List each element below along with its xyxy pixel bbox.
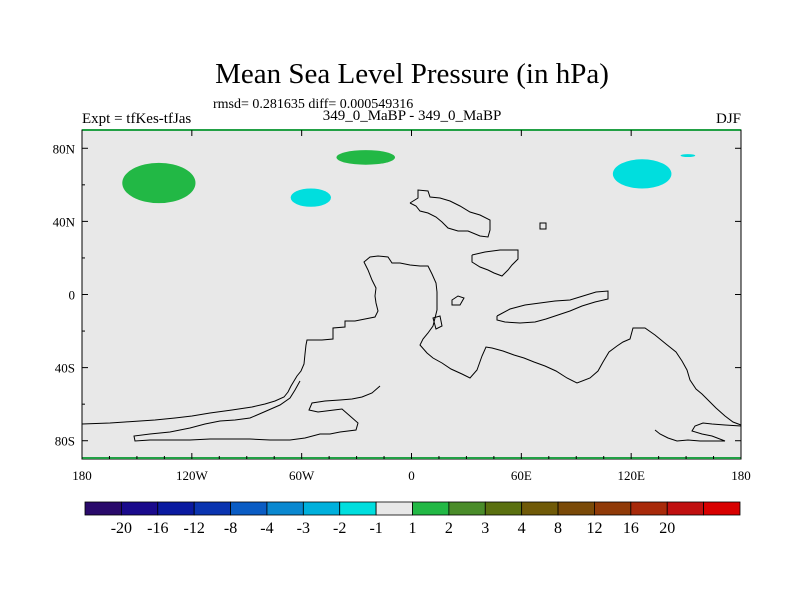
coastline-mid-island [432,295,465,330]
figure-title: Mean Sea Level Pressure (in hPa) [215,58,609,90]
y-tick-label: 80N [53,141,76,156]
colorbar-swatch [266,501,304,516]
coastline-south-america [81,255,742,426]
colorbar-label: -4 [260,520,273,537]
colorbar-swatch [84,501,122,516]
x-tick-label: 120W [176,468,209,483]
colorbar-swatch [157,501,195,516]
coastline-north-america [409,189,491,238]
colorbar-label: -16 [147,520,168,537]
colorbar-swatch [703,501,741,516]
x-tick-label: 120E [617,468,645,483]
colorbar-swatch [339,501,377,516]
colorbar-label: 12 [586,520,602,537]
coastline-africa-east [496,290,609,324]
colorbar-label: -8 [224,520,237,537]
colorbar-swatch [594,501,632,516]
colorbar-label: -2 [333,520,346,537]
coastline-small-island [539,222,547,230]
colorbar-label: 2 [445,520,453,537]
colorbar-label: -1 [369,520,382,537]
colorbar-swatch [375,501,413,516]
colorbar-label: 1 [409,520,417,537]
x-axis-ticks: 180 120W 60W 0 60E 120E 180 [72,130,751,483]
colorbar-swatch [448,501,486,516]
y-axis-ticks: 80N 40N 0 40S 80S [53,141,741,449]
coastline-southern-loop [133,380,742,442]
coastline-layer [81,189,742,442]
colorbar-swatch [302,501,341,516]
y-tick-label: 80S [55,434,75,449]
y-tick-label: 0 [69,288,76,303]
colorbar-label: -12 [184,520,205,537]
x-tick-label: 180 [72,468,92,483]
coastline-asia [471,249,519,277]
colorbar-swatch [557,501,595,516]
colorbar-label: -20 [111,520,132,537]
colorbar-swatch [230,501,268,516]
colorbar-swatch [484,501,523,516]
colorbar: -20 -16 -12 -8 -4 -3 -2 -1 1 2 3 4 8 12 16 20 [84,501,741,537]
x-tick-label: 60W [289,468,315,483]
anomaly-north-atlantic-east [336,150,396,165]
anomaly-siberia [612,159,672,189]
colorbar-swatch [412,501,450,516]
colorbar-label: 20 [659,520,675,537]
season-label: DJF [716,111,741,127]
colorbar-swatch [521,501,559,516]
anomaly-layer [122,150,696,207]
colorbar-swatch [630,501,668,516]
anomaly-north-atlantic [290,188,331,207]
experiment-left-label: Expt = tfKes-tfJas [82,111,191,127]
y-tick-label: 40N [53,214,76,229]
colorbar-label: 3 [481,520,489,537]
colorbar-label: 4 [518,520,526,537]
y-tick-label: 40S [55,361,75,376]
x-tick-label: 60E [511,468,532,483]
x-tick-label: 180 [731,468,751,483]
colorbar-label: 16 [623,520,639,537]
stats-label: rmsd= 0.281635 diff= 0.000549316 [213,97,413,112]
colorbar-swatch [666,501,705,516]
colorbar-swatch [120,501,159,516]
anomaly-north-pacific [122,162,196,204]
colorbar-swatch [193,501,231,516]
plot-area: 180 120W 60W 0 60E 120E 180 80N 40N 0 40S 80S [53,129,751,483]
colorbar-label: -3 [297,520,310,537]
anomaly-arctic-small [680,154,696,158]
x-tick-label: 0 [408,468,415,483]
experiment-center-label: 349_0_MaBP - 349_0_MaBP [323,108,502,124]
colorbar-label: 8 [554,520,562,537]
